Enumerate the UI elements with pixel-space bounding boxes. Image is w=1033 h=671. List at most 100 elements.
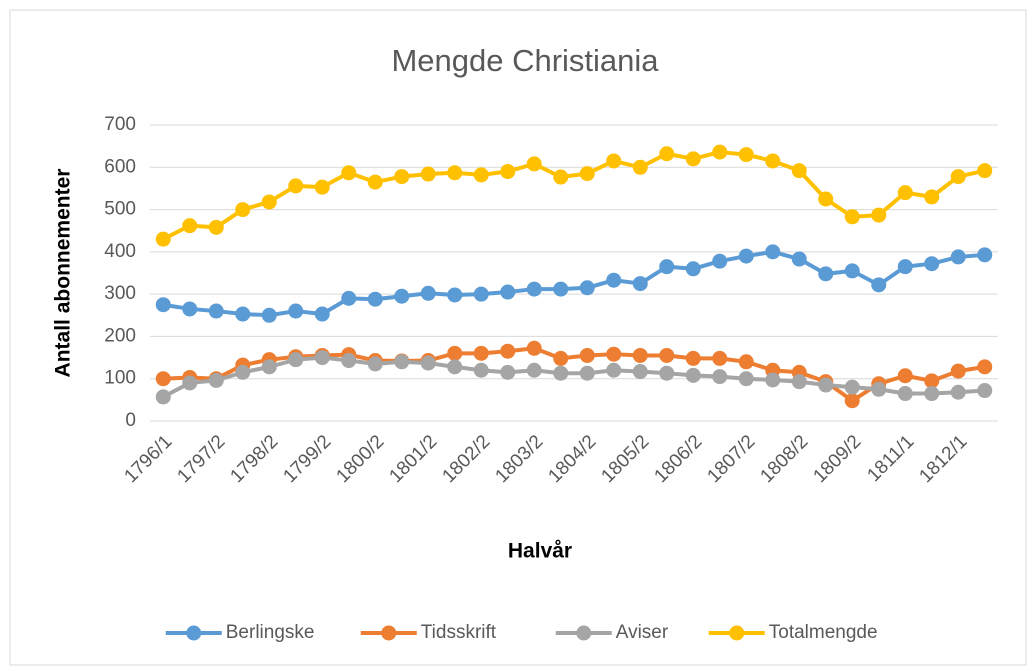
data-point — [738, 147, 754, 163]
data-point — [155, 371, 171, 387]
data-point — [897, 386, 913, 402]
data-point — [632, 364, 648, 380]
data-point — [500, 284, 516, 300]
data-point — [394, 288, 410, 304]
data-point — [447, 287, 463, 303]
data-point — [526, 281, 542, 297]
data-point — [394, 169, 410, 185]
legend-marker — [576, 625, 592, 641]
data-point — [553, 281, 569, 297]
legend-label: Aviser — [616, 622, 669, 643]
data-point — [924, 189, 940, 205]
data-point — [685, 350, 701, 366]
data-point — [447, 345, 463, 361]
data-point — [447, 165, 463, 181]
y-axis-label: Antall abonnementer — [52, 169, 75, 378]
data-point — [871, 381, 887, 397]
data-point — [844, 263, 860, 279]
legend-marker — [186, 625, 202, 641]
x-axis-label: Halvår — [508, 540, 572, 563]
data-point — [818, 191, 834, 207]
data-point — [765, 153, 781, 169]
data-point — [632, 159, 648, 175]
data-point — [791, 251, 807, 267]
data-point — [473, 286, 489, 302]
data-point — [685, 151, 701, 167]
data-point — [685, 261, 701, 277]
data-point — [314, 179, 330, 195]
data-point — [553, 350, 569, 366]
data-point — [659, 259, 675, 275]
data-point — [155, 297, 171, 313]
data-point — [950, 363, 966, 379]
data-point — [977, 359, 993, 375]
chart-title: Mengde Christiania — [391, 43, 659, 78]
data-point — [288, 178, 304, 194]
data-point — [235, 364, 251, 380]
data-point — [155, 231, 171, 247]
data-point — [659, 347, 675, 363]
legend-marker — [381, 625, 397, 641]
data-point — [924, 386, 940, 402]
data-point — [420, 166, 436, 182]
data-point — [871, 207, 887, 223]
data-point — [579, 347, 595, 363]
data-point — [897, 185, 913, 201]
y-tick-label: 600 — [104, 156, 136, 177]
data-point — [182, 301, 198, 317]
data-point — [844, 379, 860, 395]
data-point — [950, 384, 966, 400]
data-point — [738, 354, 754, 370]
data-point — [367, 356, 383, 372]
data-point — [473, 345, 489, 361]
data-point — [924, 256, 940, 272]
data-point — [579, 365, 595, 381]
y-tick-label: 700 — [104, 114, 136, 135]
y-tick-label: 500 — [104, 199, 136, 220]
data-point — [314, 350, 330, 366]
data-point — [182, 218, 198, 234]
data-point — [606, 272, 622, 288]
data-point — [288, 303, 304, 319]
data-point — [447, 359, 463, 375]
data-point — [871, 277, 887, 293]
chart-border — [9, 9, 1027, 666]
data-point — [526, 340, 542, 356]
data-point — [791, 374, 807, 390]
data-point — [738, 248, 754, 264]
data-point — [897, 259, 913, 275]
data-point — [261, 359, 277, 375]
data-point — [950, 169, 966, 185]
data-point — [208, 303, 224, 319]
data-point — [977, 383, 993, 399]
data-point — [712, 369, 728, 385]
data-point — [659, 365, 675, 381]
data-point — [367, 174, 383, 190]
data-point — [261, 194, 277, 210]
data-point — [606, 346, 622, 362]
legend-marker — [729, 625, 745, 641]
data-point — [606, 362, 622, 378]
y-tick-label: 200 — [104, 325, 136, 346]
data-point — [394, 354, 410, 370]
data-point — [844, 209, 860, 225]
data-point — [155, 389, 171, 405]
data-point — [367, 291, 383, 307]
data-point — [844, 393, 860, 409]
data-point — [579, 280, 595, 296]
data-point — [579, 166, 595, 182]
data-point — [341, 353, 357, 369]
data-point — [712, 350, 728, 366]
data-point — [765, 244, 781, 260]
data-point — [818, 377, 834, 393]
data-point — [473, 167, 489, 183]
data-point — [208, 219, 224, 235]
data-point — [526, 156, 542, 172]
data-point — [977, 163, 993, 179]
data-point — [341, 165, 357, 181]
data-point — [791, 163, 807, 179]
data-point — [420, 355, 436, 371]
data-point — [500, 164, 516, 180]
data-point — [261, 307, 277, 323]
